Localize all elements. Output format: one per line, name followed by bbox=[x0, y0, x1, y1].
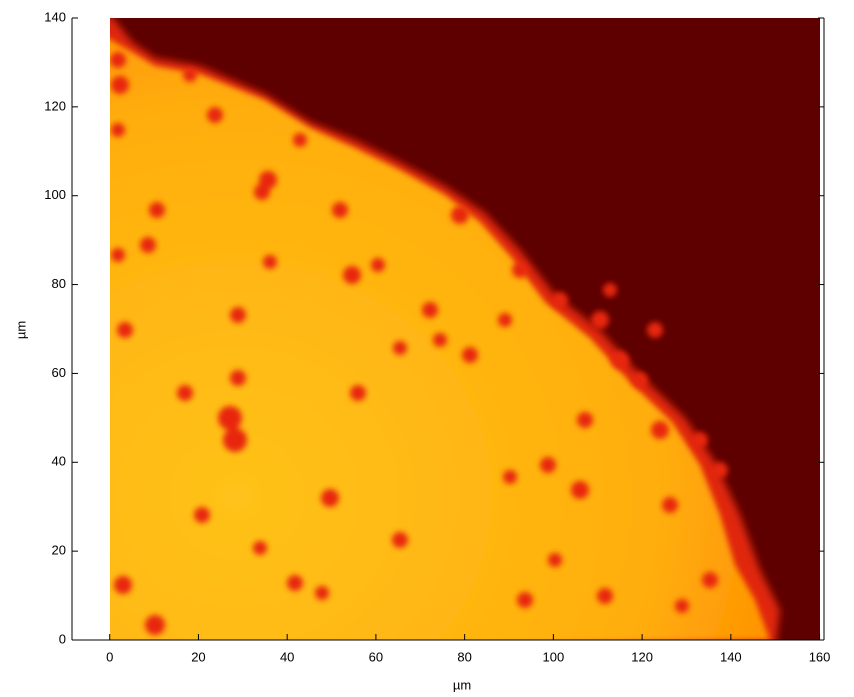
x-tick-label: 40 bbox=[280, 649, 294, 664]
x-tick-label: 100 bbox=[543, 649, 565, 664]
y-tick-label: 0 bbox=[59, 631, 66, 646]
x-tick-label: 0 bbox=[106, 649, 113, 664]
y-tick-label: 100 bbox=[44, 187, 66, 202]
x-axis-label: µm bbox=[453, 677, 471, 692]
y-tick-label: 80 bbox=[52, 276, 66, 291]
x-tick-label: 140 bbox=[720, 649, 742, 664]
x-tick-label: 160 bbox=[809, 649, 831, 664]
y-tick-label: 40 bbox=[52, 454, 66, 469]
x-tick-label: 20 bbox=[191, 649, 205, 664]
x-tick-label: 120 bbox=[631, 649, 653, 664]
spots bbox=[110, 52, 728, 635]
y-tick-label: 140 bbox=[44, 9, 66, 24]
y-tick-label: 120 bbox=[44, 98, 66, 113]
y-tick-label: 60 bbox=[52, 365, 66, 380]
x-tick-label: 80 bbox=[457, 649, 471, 664]
x-tick-label: 60 bbox=[369, 649, 383, 664]
image bbox=[110, 18, 820, 640]
y-axis-label: µm bbox=[13, 321, 28, 339]
y-tick-label: 20 bbox=[52, 543, 66, 558]
